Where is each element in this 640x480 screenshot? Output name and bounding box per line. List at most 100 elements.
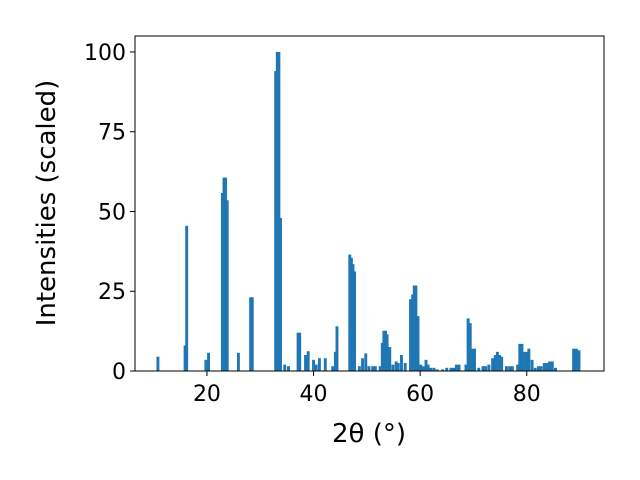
bar-21 [306,351,310,371]
bar-94 [539,366,543,371]
y-tick-label-1: 25 [98,280,126,305]
bar-74 [481,366,485,371]
bar-44 [388,347,392,371]
bar-54 [416,316,420,371]
bars-group [156,51,581,371]
bar-84 [510,366,514,371]
x-tick-label-3: 80 [513,382,541,407]
bar-88 [523,351,527,371]
bar-8 [225,200,229,371]
bar-67 [457,364,461,371]
bar-102 [577,350,581,371]
bar-89 [525,351,529,371]
bar-28 [335,326,339,371]
bar-80 [498,355,502,371]
bar-62 [441,369,444,371]
bar-29 [348,254,352,371]
y-axis-ticks: 0 25 50 75 100 [84,41,135,385]
bar-75 [484,366,488,371]
bar-72 [473,348,476,371]
bar-66 [454,364,458,371]
bar-86 [518,343,522,371]
bar-79 [495,351,499,371]
bar-41 [382,330,386,371]
bar-95 [542,363,546,371]
bar-81 [500,356,504,371]
bar-1 [183,345,187,371]
bar-10 [249,297,253,371]
bar-82 [505,366,508,371]
bar-47 [396,363,400,371]
bar-70 [468,323,472,371]
bar-6 [222,177,226,371]
bar-49 [403,363,407,371]
bar-71 [470,348,474,371]
bar-51 [411,294,415,371]
bar-58 [426,364,430,371]
bar-61 [435,369,439,371]
bar-60 [432,367,436,371]
y-tick-label-4: 100 [84,41,126,66]
bar-97 [548,361,552,371]
bar-24 [317,358,321,371]
bar-100 [572,348,576,371]
bar-92 [533,367,537,371]
x-tick-label-2: 60 [406,382,434,407]
bar-99 [554,367,557,371]
bar-68 [464,364,468,371]
bar-36 [367,366,371,371]
bar-76 [487,364,491,371]
bar-18 [296,332,300,371]
x-tick-label-0: 20 [193,382,221,407]
bar-2 [185,225,189,371]
bar-53 [414,285,418,371]
bar-22 [312,359,315,371]
bar-30 [349,257,353,371]
bar-27 [333,351,337,371]
bar-4 [207,352,211,371]
bar-90 [527,348,531,371]
bar-11 [250,297,254,371]
bar-20 [304,355,308,371]
bar-91 [530,359,534,371]
bar-38 [373,366,377,371]
bar-83 [508,366,512,371]
bar-9 [236,352,240,371]
bar-7 [224,177,228,371]
bar-14 [277,51,281,371]
bar-0 [156,356,160,371]
bar-37 [371,366,375,371]
bar-50 [409,299,412,371]
bar-42 [384,330,387,371]
bar-78 [493,355,497,371]
bar-77 [491,358,495,371]
bar-46 [394,361,398,371]
x-tick-label-1: 40 [300,382,328,407]
bar-25 [323,358,327,371]
bar-23 [314,364,318,371]
bar-45 [391,364,395,371]
y-tick-label-0: 0 [112,360,126,385]
bar-32 [353,271,357,371]
bar-16 [283,364,287,371]
bar-40 [380,342,384,371]
bar-57 [424,359,428,371]
y-tick-label-3: 75 [98,121,126,146]
bar-34 [361,358,365,371]
bar-55 [419,364,423,371]
bar-59 [429,367,433,371]
bar-65 [452,367,456,371]
bar-33 [357,366,361,371]
bar-73 [477,367,481,371]
bar-35 [364,353,368,371]
bar-12 [274,71,278,371]
bar-98 [550,361,554,371]
bar-85 [516,364,520,371]
bar-48 [400,355,403,371]
bar-26 [331,366,335,371]
bar-63 [445,367,449,371]
bar-43 [385,334,389,371]
y-tick-label-2: 50 [98,200,126,225]
bar-87 [520,343,524,371]
